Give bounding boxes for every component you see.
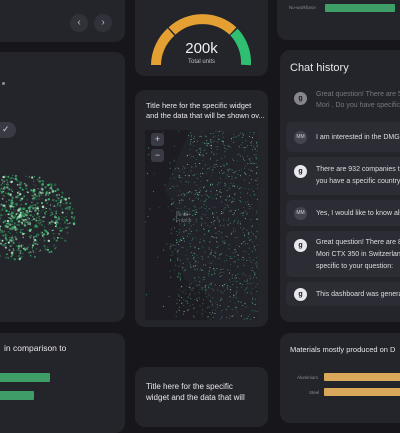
map-widget-2-title-line2: widget and the data that will bbox=[146, 392, 245, 403]
chat-message[interactable]: g Great question! There are 5 Mori . Do … bbox=[286, 83, 400, 117]
bar-label: No-workforce bbox=[289, 5, 316, 10]
zoom-in-button[interactable]: + bbox=[151, 133, 164, 146]
material-label: Aluminium bbox=[297, 375, 318, 380]
chat-title: Chat history bbox=[290, 62, 349, 74]
top-left-card: ‹ › bbox=[0, 0, 125, 42]
chat-message[interactable]: MM Yes, I would like to know all bbox=[286, 200, 400, 226]
bot-avatar-icon: g bbox=[294, 288, 307, 301]
bot-avatar-icon: g bbox=[294, 92, 307, 105]
chat-message[interactable]: g This dashboard was genera bbox=[286, 282, 400, 306]
scatter-cloud bbox=[0, 52, 125, 322]
prev-button[interactable]: ‹ bbox=[70, 14, 88, 32]
chat-message-line: specific to your question: bbox=[316, 261, 393, 272]
chat-message[interactable]: g There are 932 companies t you have a s… bbox=[286, 157, 400, 195]
chat-message-line: Mori . Do you have specific bbox=[316, 100, 400, 111]
zoom-out-button[interactable]: − bbox=[151, 149, 164, 162]
map-canvas[interactable]: + − Île-de- France bbox=[145, 130, 258, 320]
top-right-card: No-workforce bbox=[277, 0, 400, 40]
minus-icon: − bbox=[155, 150, 160, 160]
chat-message-line: This dashboard was genera bbox=[316, 289, 400, 300]
bar-green-2 bbox=[0, 391, 34, 400]
user-avatar-icon: MM bbox=[294, 207, 307, 220]
gauge-widget: 200k Total units bbox=[135, 0, 268, 76]
bot-avatar-icon: g bbox=[294, 239, 307, 252]
material-label: Steel bbox=[309, 390, 319, 395]
materials-title: Materials mostly produced on D bbox=[290, 345, 395, 354]
chat-message-line: Mori CTX 350 in Switzerlan bbox=[316, 249, 400, 260]
bar-no-workforce bbox=[325, 4, 395, 12]
bar-green bbox=[0, 373, 50, 382]
gauge-label: Total units bbox=[135, 59, 268, 65]
map-widget-2: Title here for the specific widget and t… bbox=[135, 367, 268, 427]
bottom-left-card: in comparison to bbox=[0, 333, 125, 433]
chat-history-panel: Chat history g Great question! There are… bbox=[280, 50, 400, 322]
plus-icon: + bbox=[155, 134, 160, 144]
map-region-label-line2: France bbox=[176, 218, 192, 224]
gauge-value: 200k bbox=[135, 40, 268, 57]
chevron-left-icon: ‹ bbox=[77, 17, 80, 28]
chat-message-line: Great question! There are 5 bbox=[316, 89, 400, 100]
widget-title-fragment: in comparison to bbox=[4, 343, 66, 353]
chat-message[interactable]: g Great question! There are 8 Mori CTX 3… bbox=[286, 231, 400, 277]
user-avatar-icon: MM bbox=[294, 131, 307, 144]
map-widget-2-title-line1: Title here for the specific bbox=[146, 381, 233, 392]
chat-message-line: There are 932 companies t bbox=[316, 164, 400, 175]
bot-avatar-icon: g bbox=[294, 165, 307, 178]
next-button[interactable]: › bbox=[94, 14, 112, 32]
map-widget: Title here for the specific widget and t… bbox=[135, 90, 268, 327]
chevron-right-icon: › bbox=[101, 17, 104, 28]
scatter-widget: ✓ bbox=[0, 52, 125, 322]
materials-widget: Materials mostly produced on D Aluminium… bbox=[280, 333, 400, 423]
material-bar bbox=[324, 373, 400, 381]
map-widget-title-line2: and the data that will be shown ov... bbox=[146, 110, 265, 121]
material-bar bbox=[324, 388, 400, 396]
chat-message-line: I am interested in the DMG bbox=[316, 132, 400, 143]
chat-message[interactable]: MM I am interested in the DMG bbox=[286, 122, 400, 152]
chat-message-line: Yes, I would like to know all bbox=[316, 208, 400, 219]
chat-message-line: Great question! There are 8 bbox=[316, 237, 400, 248]
chat-message-line: you have a specific country bbox=[316, 176, 400, 187]
